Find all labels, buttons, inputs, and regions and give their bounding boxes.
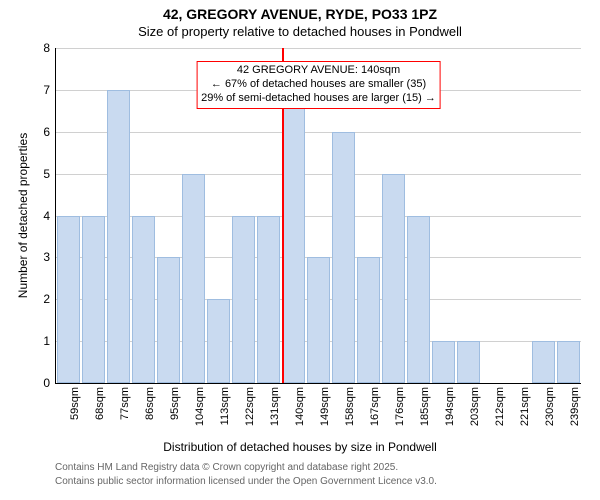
bar xyxy=(382,174,405,383)
x-tick-label: 104sqm xyxy=(194,387,206,426)
x-tick-label: 149sqm xyxy=(319,387,331,426)
x-tick-label: 203sqm xyxy=(469,387,481,426)
bar xyxy=(107,90,130,383)
bar xyxy=(357,257,380,383)
bar xyxy=(232,216,255,384)
bar xyxy=(332,132,355,383)
x-tick-label: 77sqm xyxy=(119,387,131,420)
y-tick-label: 7 xyxy=(43,83,50,97)
bar xyxy=(57,216,80,384)
y-axis-label: Number of detached properties xyxy=(16,48,30,383)
bar xyxy=(82,216,105,384)
annotation-line: 42 GREGORY AVENUE: 140sqm xyxy=(201,64,436,78)
x-tick-label: 86sqm xyxy=(144,387,156,420)
annotation-line: ← 67% of detached houses are smaller (35… xyxy=(201,78,436,92)
bar xyxy=(307,257,330,383)
x-tick-label: 59sqm xyxy=(69,387,81,420)
x-tick-label: 194sqm xyxy=(444,387,456,426)
chart-subtitle: Size of property relative to detached ho… xyxy=(0,24,600,39)
y-tick-label: 1 xyxy=(43,334,50,348)
bar xyxy=(532,341,555,383)
y-tick-label: 5 xyxy=(43,167,50,181)
annotation-line: 29% of semi-detached houses are larger (… xyxy=(201,92,436,106)
x-tick-label: 68sqm xyxy=(94,387,106,420)
gridline xyxy=(56,174,581,175)
bar xyxy=(432,341,455,383)
x-tick-label: 239sqm xyxy=(569,387,581,426)
bar xyxy=(557,341,580,383)
bar xyxy=(257,216,280,384)
bar xyxy=(157,257,180,383)
bar xyxy=(457,341,480,383)
bar xyxy=(282,90,305,383)
gridline xyxy=(56,48,581,49)
x-tick-label: 221sqm xyxy=(519,387,531,426)
chart-title: 42, GREGORY AVENUE, RYDE, PO33 1PZ xyxy=(0,6,600,22)
x-tick-label: 95sqm xyxy=(169,387,181,420)
annotation-box: 42 GREGORY AVENUE: 140sqm← 67% of detach… xyxy=(196,61,441,108)
x-tick-label: 158sqm xyxy=(344,387,356,426)
x-axis-label: Distribution of detached houses by size … xyxy=(0,440,600,454)
property-size-chart: 42, GREGORY AVENUE, RYDE, PO33 1PZ Size o… xyxy=(0,0,600,500)
x-tick-label: 167sqm xyxy=(369,387,381,426)
y-tick-label: 0 xyxy=(43,376,50,390)
footer-line-1: Contains HM Land Registry data © Crown c… xyxy=(55,462,398,473)
x-tick-label: 212sqm xyxy=(494,387,506,426)
y-tick-label: 6 xyxy=(43,125,50,139)
y-tick-label: 2 xyxy=(43,292,50,306)
x-tick-label: 230sqm xyxy=(544,387,556,426)
y-tick-label: 8 xyxy=(43,41,50,55)
bar xyxy=(182,174,205,383)
plot-area: 01234567859sqm68sqm77sqm86sqm95sqm104sqm… xyxy=(55,48,581,384)
footer-line-2: Contains public sector information licen… xyxy=(55,476,437,487)
gridline xyxy=(56,132,581,133)
x-tick-label: 122sqm xyxy=(244,387,256,426)
y-tick-label: 3 xyxy=(43,250,50,264)
y-tick-label: 4 xyxy=(43,209,50,223)
x-tick-label: 140sqm xyxy=(294,387,306,426)
bar xyxy=(407,216,430,384)
x-tick-label: 131sqm xyxy=(269,387,281,426)
x-tick-label: 185sqm xyxy=(419,387,431,426)
x-tick-label: 113sqm xyxy=(219,387,231,425)
x-tick-label: 176sqm xyxy=(394,387,406,426)
bar xyxy=(207,299,230,383)
bar xyxy=(132,216,155,384)
